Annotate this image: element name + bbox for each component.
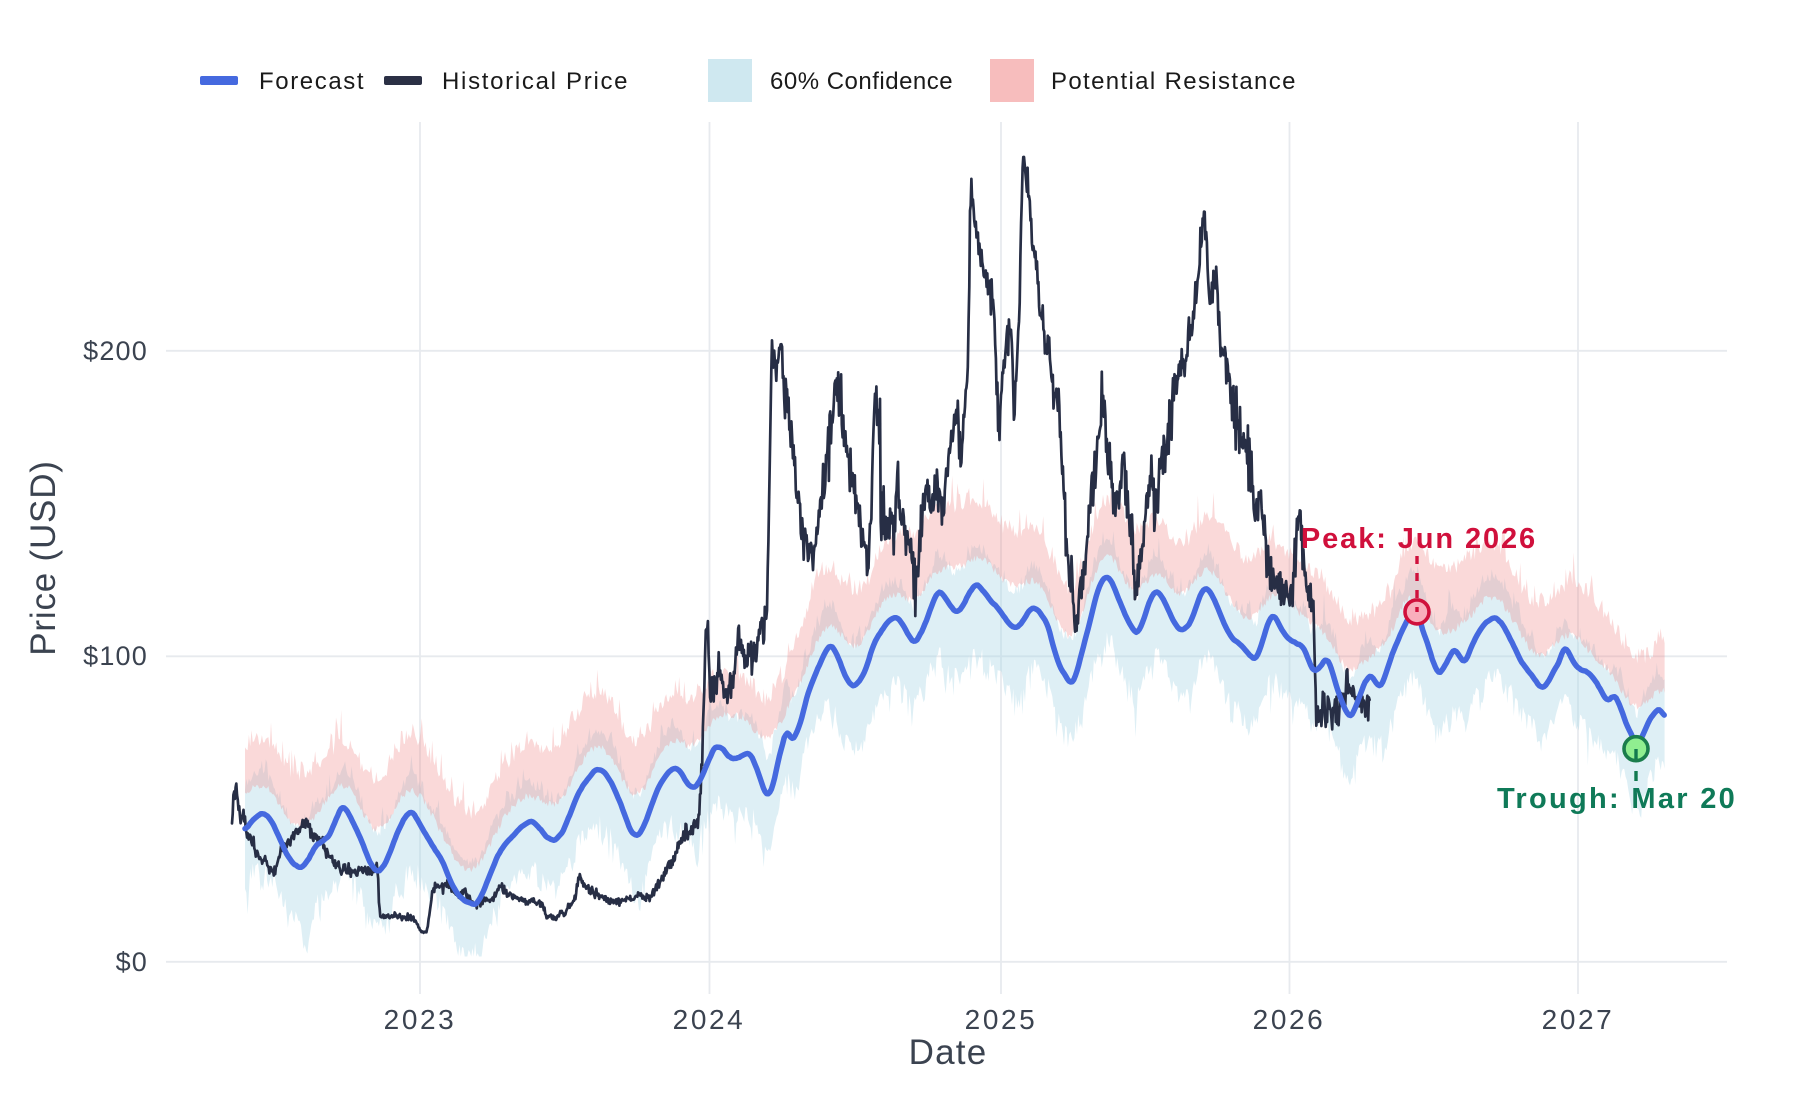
svg-text:Trough: Mar 20: Trough: Mar 20 — [1497, 783, 1737, 815]
svg-text:2023: 2023 — [384, 1004, 457, 1035]
svg-text:Date: Date — [909, 1033, 988, 1072]
svg-text:2025: 2025 — [965, 1004, 1038, 1035]
svg-text:60% Confidence: 60% Confidence — [770, 68, 953, 95]
svg-text:Peak: Jun 2026: Peak: Jun 2026 — [1301, 523, 1537, 555]
svg-text:Price (USD): Price (USD) — [24, 460, 63, 655]
svg-text:2027: 2027 — [1542, 1004, 1615, 1035]
svg-text:$0: $0 — [116, 947, 148, 977]
svg-text:$200: $200 — [83, 336, 148, 366]
svg-text:2026: 2026 — [1253, 1004, 1326, 1035]
svg-text:Potential Resistance: Potential Resistance — [1051, 68, 1297, 95]
svg-text:$100: $100 — [83, 641, 148, 671]
svg-text:Forecast: Forecast — [259, 68, 365, 95]
svg-text:2024: 2024 — [673, 1004, 746, 1035]
svg-text:Historical Price: Historical Price — [442, 68, 629, 95]
